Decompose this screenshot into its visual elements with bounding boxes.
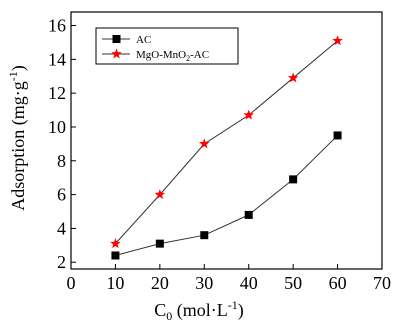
series-line-1 (115, 40, 338, 244)
x-tick-label: 0 (67, 273, 76, 293)
y-tick-label: 10 (48, 117, 66, 137)
y-tick-label: 14 (48, 49, 66, 69)
data-point-mgo (199, 138, 210, 149)
data-point-mgo (110, 238, 121, 249)
data-point-mgo (243, 109, 254, 120)
y-tick-label: 4 (57, 218, 66, 238)
y-axis-label: Adsorption (mg·g-1) (6, 65, 29, 211)
data-point-ac (200, 231, 209, 240)
x-tick-label: 30 (195, 273, 213, 293)
data-point-mgo (287, 72, 299, 83)
y-tick-label: 16 (48, 16, 66, 36)
x-tick-label: 60 (329, 273, 347, 293)
y-tick-label: 6 (57, 185, 66, 205)
x-tick-label: 50 (284, 273, 302, 293)
legend-box (95, 27, 239, 65)
legend-label-mgo: MgO-MnO2-AC (136, 49, 209, 63)
legend: AC MgO-MnO2-AC (95, 27, 239, 65)
legend-marker-mgo (111, 48, 122, 59)
series-line-0 (115, 135, 338, 256)
data-point-ac (333, 131, 342, 140)
legend-marker-ac (112, 35, 121, 43)
x-tick-label: 10 (106, 273, 124, 293)
data-point-mgo (332, 35, 343, 46)
y-tick-label: 8 (57, 151, 66, 171)
plot-frame (70, 11, 383, 270)
data-point-ac (155, 239, 164, 248)
data-point-ac (244, 210, 253, 219)
data-point-ac (289, 175, 298, 184)
x-tick-label: 40 (240, 273, 258, 293)
data-point-ac (111, 251, 120, 260)
y-tick-label: 12 (48, 83, 66, 103)
x-tick-label: 20 (151, 273, 169, 293)
x-axis-label: C0 (mol·L-1) (154, 298, 244, 320)
y-tick-label: 2 (57, 252, 66, 272)
x-tick-label: 70 (373, 273, 391, 293)
legend-label-ac: AC (136, 34, 151, 46)
data-point-mgo (154, 189, 166, 200)
